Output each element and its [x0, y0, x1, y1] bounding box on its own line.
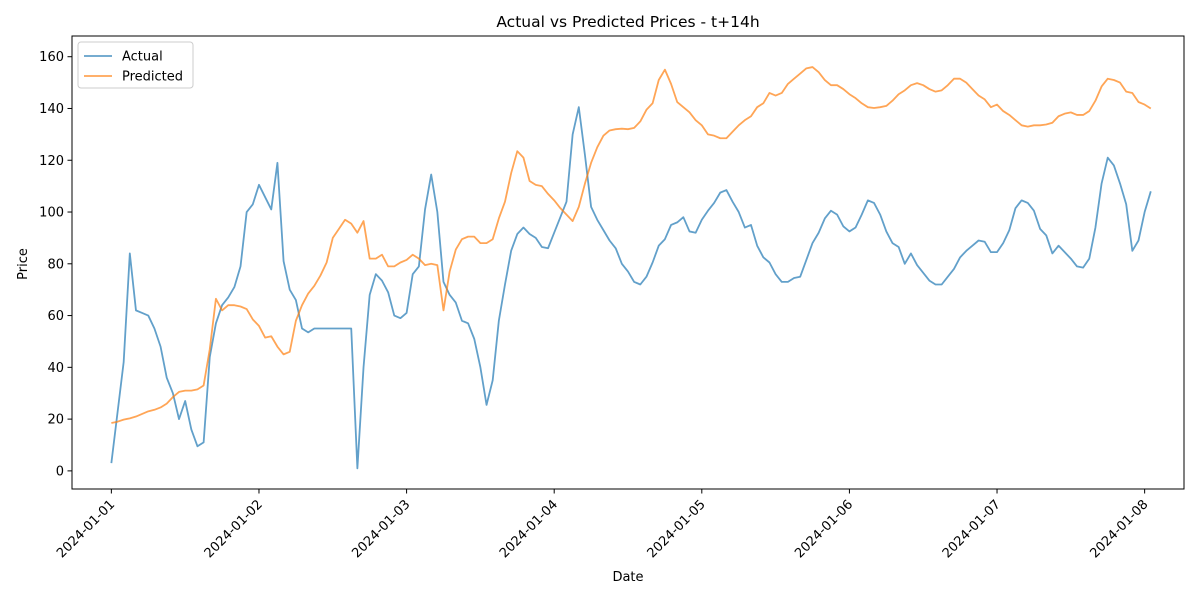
x-tick-label: 2024-01-02 [202, 497, 266, 561]
y-tick-label: 140 [39, 102, 64, 117]
x-tick-label: 2024-01-03 [349, 497, 413, 561]
legend-label-actual: Actual [122, 50, 163, 65]
y-tick-label: 0 [56, 464, 64, 479]
legend-label-predicted: Predicted [122, 70, 183, 85]
x-tick-label: 2024-01-07 [940, 497, 1004, 561]
x-tick-label: 2024-01-06 [792, 497, 856, 561]
x-tick-label: 2024-01-08 [1087, 497, 1151, 561]
y-axis: 0 20 40 60 80 100 120 140 160 [39, 50, 72, 479]
plot-area [71, 35, 1185, 490]
y-tick-label: 100 [39, 206, 64, 221]
x-tick-label: 2024-01-01 [54, 497, 118, 561]
y-tick-label: 120 [39, 154, 64, 169]
x-axis: 2024-01-01 2024-01-02 2024-01-03 2024-01-04… [54, 489, 1151, 561]
series-line-predicted [111, 66, 1152, 424]
y-tick-label: 80 [47, 257, 64, 272]
series-line-actual [110, 106, 1152, 470]
legend: Actual Predicted [77, 41, 194, 89]
y-tick-label: 60 [47, 309, 64, 324]
y-tick-label: 20 [47, 413, 64, 428]
y-axis-label: Price [16, 248, 31, 280]
x-tick-label: 2024-01-04 [497, 497, 561, 561]
plot-frame [71, 35, 1185, 490]
x-axis-label: Date [612, 570, 643, 585]
chart-title: Actual vs Predicted Prices - t+14h [496, 13, 759, 31]
y-tick-label: 160 [39, 50, 64, 65]
y-tick-label: 40 [47, 361, 64, 376]
x-tick-label: 2024-01-05 [645, 497, 709, 561]
